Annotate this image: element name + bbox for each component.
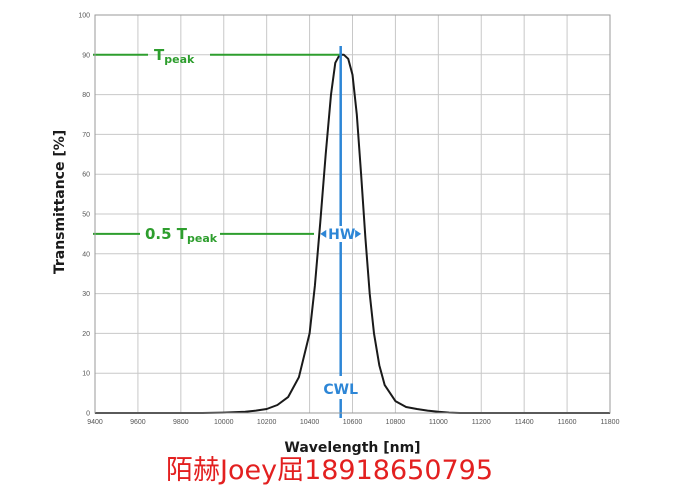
y-tick-label: 70 [82, 132, 90, 139]
hw-arrow-left [320, 230, 326, 238]
hw-label: HW [328, 227, 355, 243]
y-axis-label: Transmittance [%] [52, 130, 68, 274]
x-tick-label: 10400 [300, 419, 320, 426]
y-tick-label: 100 [78, 13, 90, 20]
y-tick-label: 60 [82, 172, 90, 179]
y-tick-label: 10 [82, 371, 90, 378]
annotations: Tpeak 0.5 Tpeak HW CWL [93, 46, 361, 418]
hw-arrow-right [355, 230, 361, 238]
tpeak-label: Tpeak [154, 46, 195, 66]
x-tick-label: 11200 [472, 419, 491, 426]
x-tick-label: 10800 [386, 419, 406, 426]
half-tpeak-label: 0.5 Tpeak [145, 225, 218, 245]
x-tick-label: 11600 [558, 419, 577, 426]
x-tick-label: 9600 [130, 419, 146, 426]
watermark-text: 陌赫Joey屈18918650795 [166, 448, 493, 487]
x-tick-label: 10000 [214, 419, 234, 426]
y-tick-label: 30 [82, 291, 90, 298]
y-tick-label: 40 [82, 251, 90, 258]
y-tick-label: 0 [86, 411, 90, 418]
x-tick-label: 11400 [515, 419, 534, 426]
x-tick-label: 9800 [173, 419, 189, 426]
x-tick-label: 11000 [429, 419, 448, 426]
y-tick-label: 90 [82, 52, 90, 59]
x-tick-label: 10600 [343, 419, 363, 426]
x-tick-label: 9400 [87, 419, 103, 426]
cwl-label: CWL [323, 382, 358, 398]
x-tick-label: 10200 [257, 419, 277, 426]
y-tick-label: 80 [82, 92, 90, 99]
y-tick-label: 50 [82, 212, 90, 219]
x-tick-label: 11800 [601, 419, 620, 426]
y-tick-label: 20 [82, 331, 90, 338]
